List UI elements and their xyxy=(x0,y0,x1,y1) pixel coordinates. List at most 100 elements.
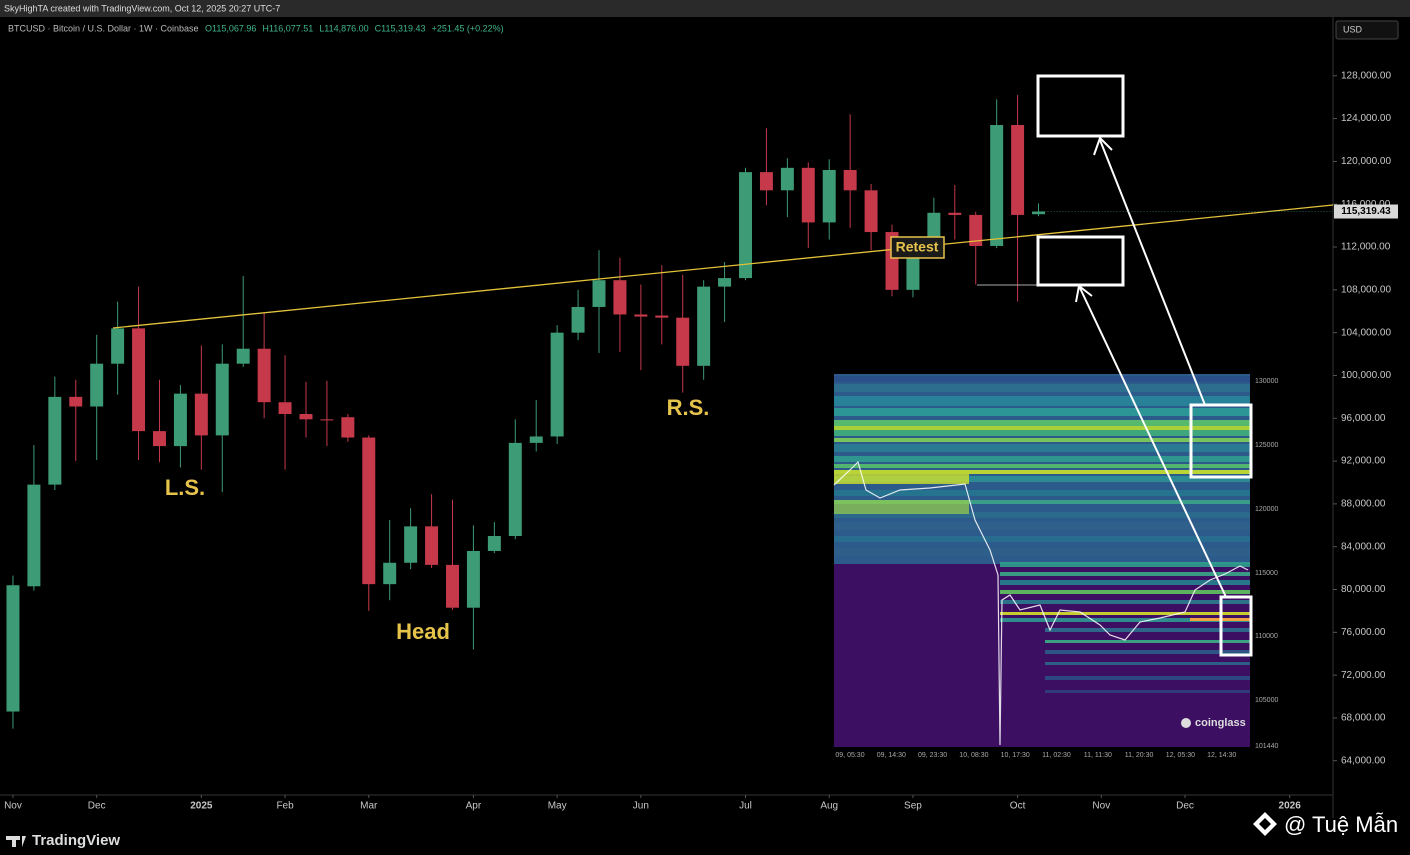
heatmap-band xyxy=(1000,612,1250,615)
last-price-label: 115,319.43 xyxy=(1341,206,1391,217)
inset-x-label: 09, 14:30 xyxy=(877,752,906,759)
candle-body xyxy=(529,436,543,443)
inset-y-label: 110000 xyxy=(1255,633,1278,640)
candle-body xyxy=(236,348,250,364)
heatmap-band xyxy=(834,444,1250,452)
candle-body xyxy=(425,526,439,565)
inset-x-label: 09, 05:30 xyxy=(835,752,864,759)
x-tick-label: Mar xyxy=(360,801,378,812)
heatmap-band xyxy=(834,430,1250,436)
candle-body xyxy=(27,484,41,587)
heatmap-band xyxy=(834,396,1250,406)
candle-body xyxy=(906,256,920,290)
candle-body xyxy=(634,314,648,317)
highlight-box xyxy=(1189,403,1253,479)
x-tick-label: Dec xyxy=(88,801,106,812)
candle-body xyxy=(969,214,983,246)
caption: SkyHighTA created with TradingView.com, … xyxy=(4,3,280,13)
target-box xyxy=(1036,235,1125,287)
candles xyxy=(6,95,1046,729)
ohlc-value: H116,077.51 xyxy=(262,23,313,33)
heatmap-band xyxy=(1000,600,1250,604)
x-tick-label: 2025 xyxy=(190,801,213,812)
inset-y-label: 101440 xyxy=(1255,743,1278,750)
candle-body xyxy=(864,190,878,233)
y-tick-label: 84,000.00 xyxy=(1341,541,1386,552)
heatmap-band xyxy=(1000,590,1250,594)
y-tick-label: 64,000.00 xyxy=(1341,755,1386,766)
y-tick-label: 108,000.00 xyxy=(1341,284,1391,295)
candle-body xyxy=(278,402,292,414)
x-tick-label: Apr xyxy=(466,801,482,812)
candle-body xyxy=(697,286,711,366)
annotation-box xyxy=(890,236,945,259)
heatmap-band xyxy=(834,548,1250,556)
heatmap-band xyxy=(1045,662,1250,665)
x-tick-label: May xyxy=(548,801,567,812)
heatmap-band xyxy=(834,500,1250,504)
candle-body xyxy=(676,317,690,366)
heatmap-band xyxy=(834,456,1250,462)
ohlc-value: O115,067.96 xyxy=(205,23,256,33)
heatmap-band xyxy=(1045,628,1250,632)
candle-body xyxy=(173,393,187,447)
inset-x-label: 11, 02:30 xyxy=(1042,752,1071,759)
heatmap-band xyxy=(834,420,1250,426)
y-tick-label: 116,000.00 xyxy=(1341,199,1391,210)
logo-icon xyxy=(6,836,26,847)
inset-brand: coinglass xyxy=(1195,717,1246,729)
arrow xyxy=(1079,287,1227,598)
y-tick-label: 112,000.00 xyxy=(1341,242,1391,253)
inset-x-label: 12, 05:30 xyxy=(1166,752,1195,759)
ohlc-value: L114,876.00 xyxy=(319,23,368,33)
candle-body xyxy=(759,172,773,191)
y-tick-label: 92,000.00 xyxy=(1341,456,1386,467)
y-tick-label: 80,000.00 xyxy=(1341,584,1386,595)
x-tick-label: Feb xyxy=(276,801,294,812)
heatmap-band xyxy=(834,522,1250,530)
inset-x-label: 09, 23:30 xyxy=(918,752,947,759)
candle-body xyxy=(320,419,334,421)
candle-body xyxy=(550,332,564,437)
candle-body xyxy=(299,413,313,420)
annotation: R.S. xyxy=(667,395,710,420)
heatmap-band xyxy=(834,426,1250,430)
heatmap-band xyxy=(1000,618,1250,622)
currency: USD xyxy=(1343,24,1363,34)
heatmap-band xyxy=(834,438,1250,442)
heatmap-band xyxy=(834,376,1250,382)
candle-body xyxy=(843,169,857,191)
heatmap-band xyxy=(834,536,1250,542)
x-tick-label: Aug xyxy=(820,801,838,812)
heatmap-band xyxy=(834,490,1250,496)
candle-body xyxy=(571,306,585,333)
last-price-tag xyxy=(1334,204,1398,219)
y-tick-label: 88,000.00 xyxy=(1341,499,1386,510)
inset-brand-icon xyxy=(1181,718,1191,728)
x-tick-label: 2026 xyxy=(1279,801,1302,812)
heatmap-band xyxy=(1000,572,1250,576)
x-tick-label: Oct xyxy=(1010,801,1026,812)
heatmap-band xyxy=(834,512,1250,518)
candle-body xyxy=(132,328,146,432)
watermark-icon xyxy=(1253,812,1277,836)
arrow-head xyxy=(1093,136,1113,156)
caption-bar xyxy=(0,0,1410,17)
heatmap-band xyxy=(1000,562,1250,567)
candle-body xyxy=(487,536,501,551)
y-tick-label: 124,000.00 xyxy=(1341,113,1391,124)
currency-button[interactable] xyxy=(1335,20,1399,40)
x-tick-label: Nov xyxy=(1092,801,1110,812)
candle-body xyxy=(341,417,355,438)
candle-body xyxy=(48,396,62,485)
candle-body xyxy=(383,562,397,585)
candle-body xyxy=(718,278,732,287)
inset-x-label: 11, 20:30 xyxy=(1125,752,1154,759)
heatmap-band xyxy=(834,408,1250,416)
heatmap-axis xyxy=(1250,374,1284,747)
candle-body xyxy=(446,564,459,608)
candle-body xyxy=(739,172,752,279)
candle-body xyxy=(215,363,229,436)
candle-body xyxy=(655,315,669,318)
y-tick-label: 76,000.00 xyxy=(1341,627,1386,638)
